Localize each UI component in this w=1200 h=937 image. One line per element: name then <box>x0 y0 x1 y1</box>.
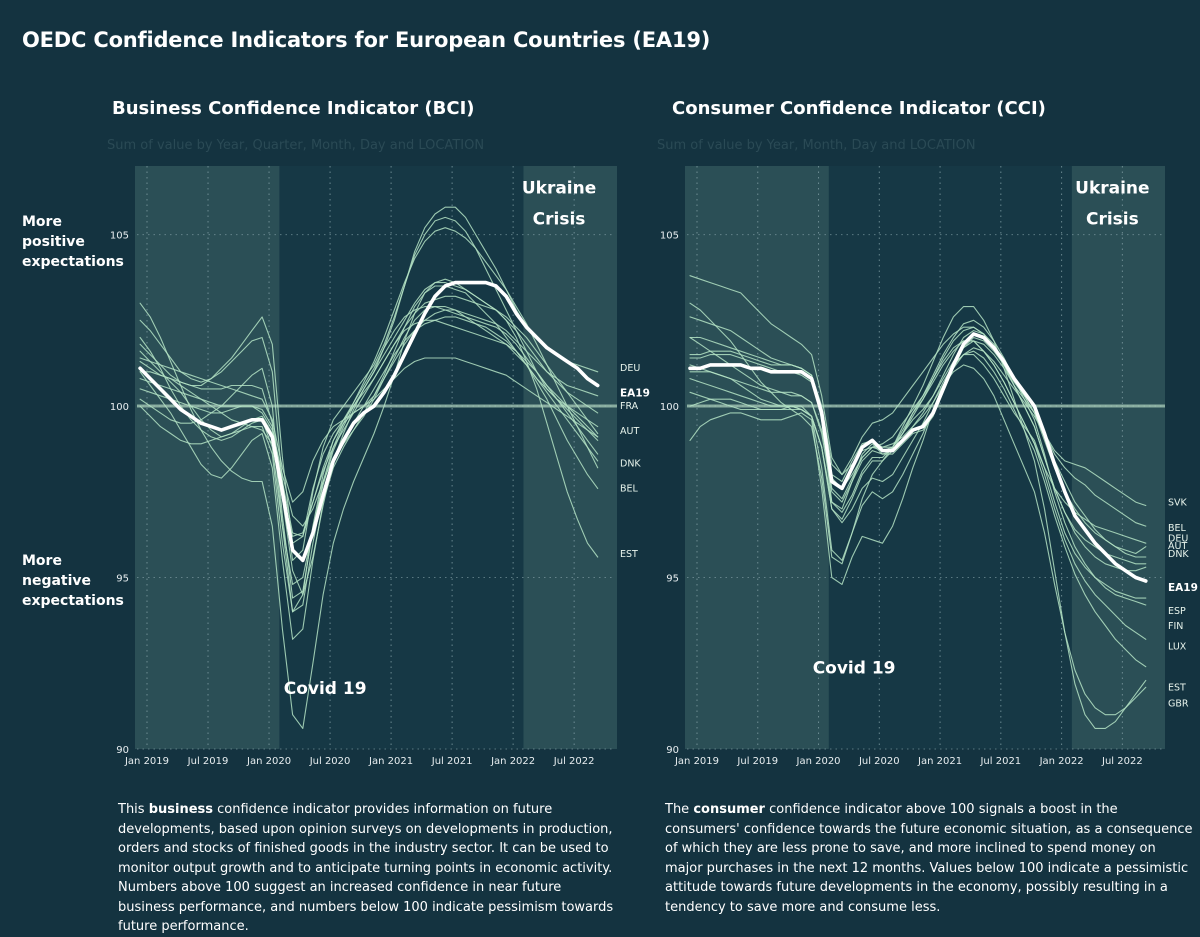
series-end-label: FRA <box>620 401 639 412</box>
series-end-label: DNK <box>620 458 641 469</box>
chart-annotation: Crisis <box>1086 209 1139 229</box>
chart-annotation: Crisis <box>533 209 586 229</box>
chart-annotation: Ukraine <box>522 178 596 198</box>
shaded-region <box>685 166 829 749</box>
axis-note-line: positive <box>22 234 85 250</box>
series-end-label: SVK <box>1168 498 1188 509</box>
bci-description-bold: business <box>148 802 214 817</box>
series-end-label: EST <box>1168 682 1186 693</box>
axis-note-line: negative <box>22 573 92 589</box>
series-end-label: EST <box>620 549 638 560</box>
x-tick-label: Jan 2020 <box>796 756 841 767</box>
series-line-fra <box>139 309 599 613</box>
x-tick-label: Jul 2021 <box>431 756 473 767</box>
axis-note-line: expectations <box>22 254 124 270</box>
series-line-bel <box>139 285 599 640</box>
series-line <box>689 350 1147 668</box>
bci-description-post: confidence indicator provides informatio… <box>118 802 614 934</box>
series-line-svk <box>689 275 1147 507</box>
series-line <box>139 295 599 544</box>
series-line-ea19 <box>138 280 600 563</box>
series-end-label: GBR <box>1168 698 1189 709</box>
bci-description-pre: This <box>118 802 149 817</box>
series-line-fin <box>689 319 1147 606</box>
series-end-label: AUT <box>1168 541 1187 552</box>
series-line-ea19 <box>688 332 1148 583</box>
shaded-region <box>135 166 280 749</box>
series-end-label: ESP <box>1168 606 1186 617</box>
cci-description: The consumer confidence indicator above … <box>665 800 1195 917</box>
x-tick-label: Jul 2020 <box>858 756 900 767</box>
y-tick-label: 100 <box>110 402 129 413</box>
x-tick-label: Jan 2020 <box>246 756 291 767</box>
x-tick-label: Jan 2021 <box>917 756 962 767</box>
series-end-label: EA19 <box>620 387 650 399</box>
bci-description: This business confidence indicator provi… <box>118 800 618 937</box>
series-line-est <box>689 302 1147 729</box>
axis-note-line: More <box>22 553 62 569</box>
y-tick-label: 105 <box>110 231 129 242</box>
y-tick-label: 100 <box>660 402 679 413</box>
y-tick-label: 90 <box>116 745 129 756</box>
x-tick-label: Jul 2019 <box>736 756 778 767</box>
series-line-gbr <box>689 364 1147 716</box>
bci-chart-subtitle: Sum of value by Year, Quarter, Month, Da… <box>107 138 485 153</box>
axis-note-line: More <box>22 214 62 230</box>
chart-annotation: Ukraine <box>1075 178 1149 198</box>
cci-description-post: confidence indicator above 100 signals a… <box>665 802 1193 915</box>
series-end-label: LUX <box>1168 641 1187 652</box>
series-end-label: BEL <box>620 483 639 494</box>
series-end-label: DEU <box>1168 534 1188 545</box>
cci-chart-title: Consumer Confidence Indicator (CCI) <box>672 98 1046 119</box>
x-tick-label: Jul 2021 <box>979 756 1021 767</box>
x-tick-label: Jan 2022 <box>1039 756 1084 767</box>
series-end-label: DNK <box>1168 549 1189 560</box>
series-line <box>139 306 599 537</box>
cci-line-chart: 90 95 100 105 Jan 2019 Jul 2019 Jan 2020 Jul 20… <box>660 166 1198 767</box>
series-end-label: DEU <box>620 363 640 374</box>
x-tick-label: Jan 2019 <box>674 756 719 767</box>
series-end-label: AUT <box>620 426 639 437</box>
page-title: OEDC Confidence Indicators for European … <box>22 28 711 52</box>
y-tick-label: 90 <box>666 745 679 756</box>
bci-chart-title: Business Confidence Indicator (BCI) <box>112 98 475 119</box>
y-tick-label: 105 <box>660 231 679 242</box>
series-line <box>139 319 599 537</box>
chart-annotation: Covid 19 <box>813 659 896 679</box>
series-line-bel <box>689 340 1147 527</box>
series-line-est <box>139 278 599 729</box>
series-end-label: FIN <box>1168 621 1183 632</box>
cci-chart-subtitle: Sum of value by Year, Month, Day and LOC… <box>657 138 976 153</box>
shaded-region <box>1071 166 1165 749</box>
axis-note-line: expectations <box>22 593 124 609</box>
shaded-region <box>523 166 617 749</box>
x-tick-label: Jul 2019 <box>187 756 229 767</box>
series-line <box>689 326 1147 565</box>
x-tick-label: Jul 2022 <box>553 756 595 767</box>
axis-note-negative: More negative expectations <box>22 551 124 611</box>
series-end-label: BEL <box>1168 523 1187 534</box>
axis-note-positive: More positive expectations <box>22 212 124 272</box>
x-tick-label: Jan 2022 <box>490 756 535 767</box>
series-line <box>139 357 599 503</box>
x-tick-label: Jul 2022 <box>1101 756 1143 767</box>
x-tick-label: Jan 2021 <box>368 756 413 767</box>
chart-annotation: Covid 19 <box>284 679 367 699</box>
series-end-label: EA19 <box>1168 582 1198 594</box>
x-tick-label: Jul 2020 <box>309 756 351 767</box>
series-line-lux <box>689 340 1147 640</box>
x-tick-label: Jan 2019 <box>124 756 169 767</box>
cci-description-bold: consumer <box>693 802 765 817</box>
series-line-dnk <box>689 316 1147 572</box>
bci-line-chart: 90 95 100 105 Jan 2019 Jul 2019 Jan 2020 Jul 20… <box>110 166 650 767</box>
y-tick-label: 95 <box>666 574 679 585</box>
cci-description-pre: The <box>665 802 694 817</box>
y-tick-label: 95 <box>116 574 129 585</box>
